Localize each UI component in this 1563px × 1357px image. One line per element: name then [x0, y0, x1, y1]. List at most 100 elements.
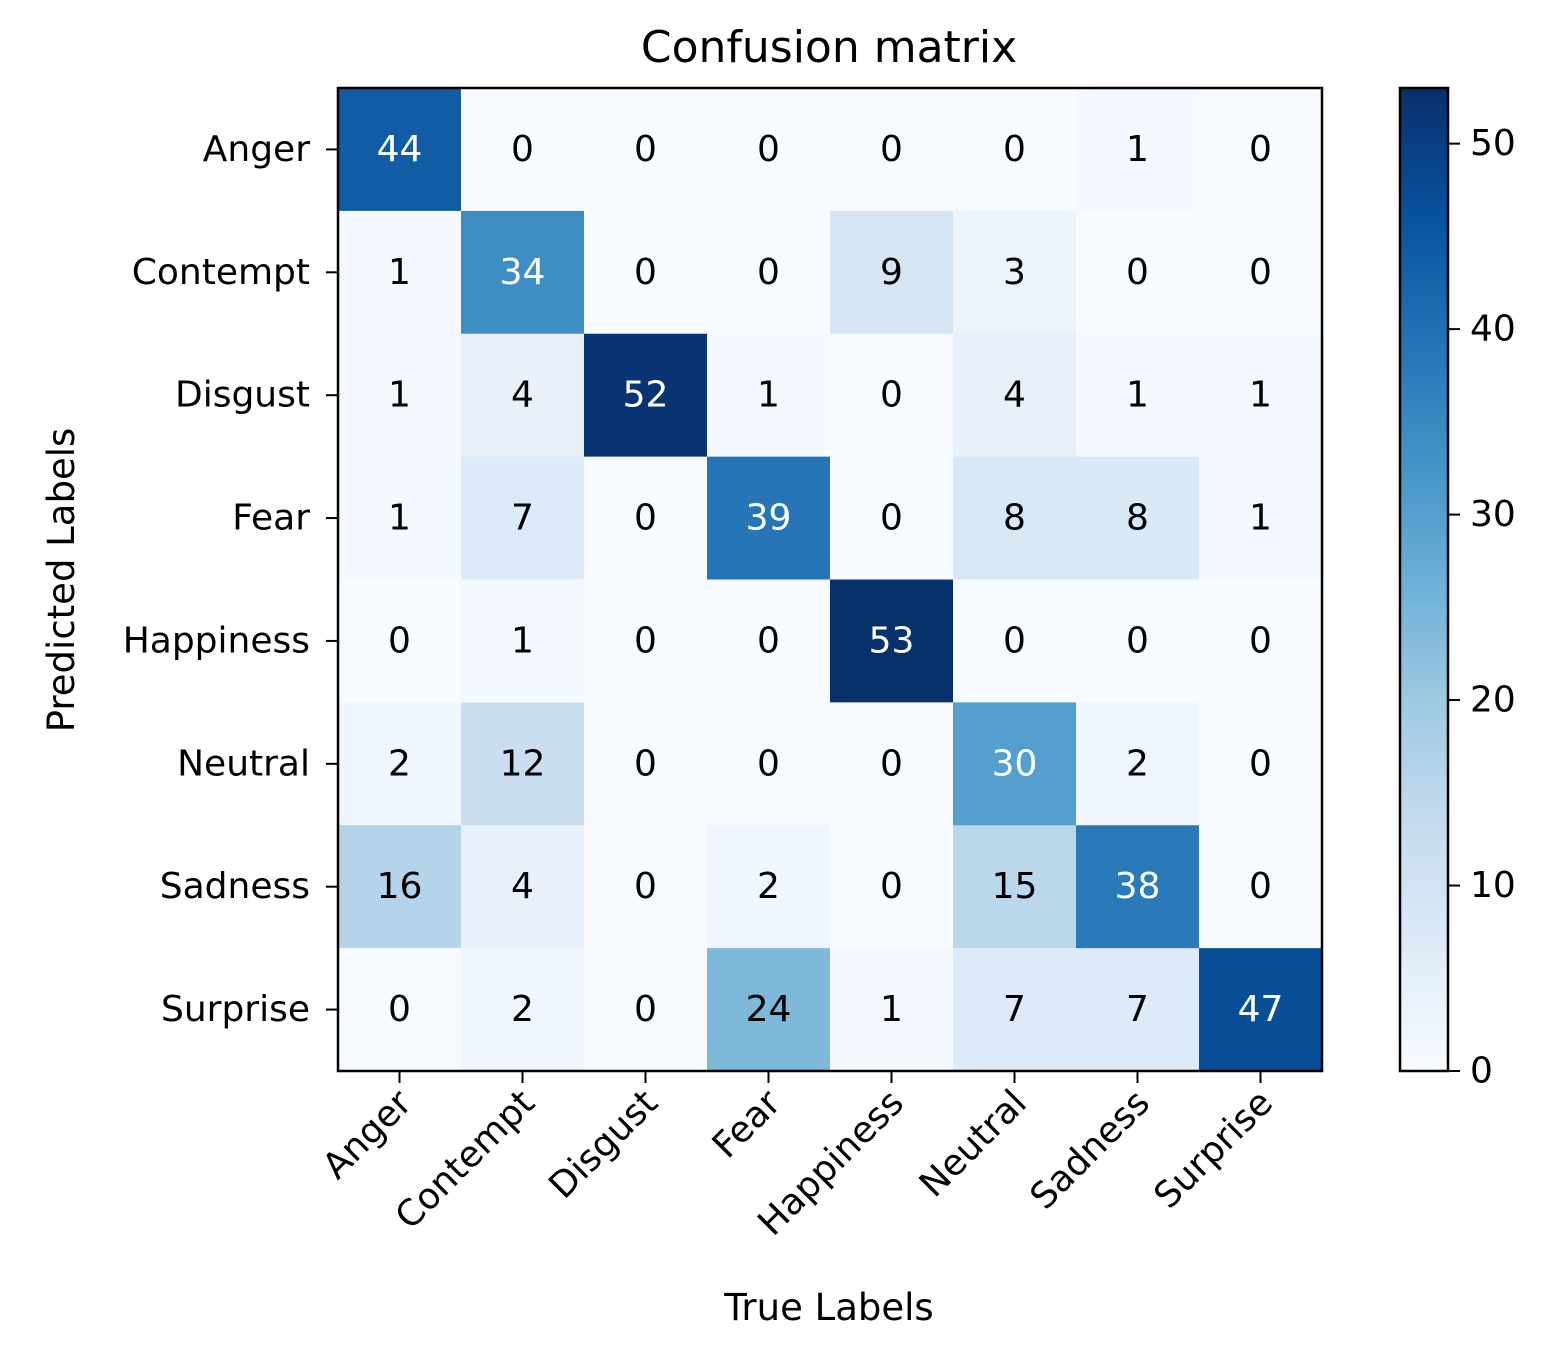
cell-value-label: 8 — [1003, 498, 1026, 539]
heatmap-cell — [1199, 333, 1323, 458]
cell-value-label: 1 — [388, 498, 411, 539]
heatmap-cell — [953, 825, 1077, 949]
cell-value-label: 1 — [1249, 498, 1272, 539]
heatmap-cell — [461, 948, 585, 1072]
heatmap-cell — [1076, 333, 1200, 458]
cell-value-label: 1 — [1126, 129, 1149, 170]
cell-value-label: 2 — [1126, 743, 1149, 784]
y-tick-label: Sadness — [160, 866, 310, 907]
cell-value-label: 0 — [880, 375, 903, 416]
x-tick-label: Neutral — [912, 1082, 1035, 1205]
cell-value-label: 0 — [1126, 620, 1149, 661]
cell-value-label: 47 — [1238, 989, 1284, 1030]
y-axis-ticks: Anger Contempt Disgust Fear Happiness Neutral… — [123, 129, 338, 1030]
cell-value-label: 24 — [746, 989, 792, 1030]
colorbar-ticks: 0 10 20 30 40 50 — [1448, 123, 1516, 1092]
cell-value-label: 2 — [388, 743, 411, 784]
heatmap-cell — [707, 210, 831, 335]
x-axis-label: True Labels — [723, 1286, 933, 1329]
heatmap-cell — [584, 579, 708, 703]
cell-value-label: 34 — [500, 252, 546, 293]
colorbar-tick-label: 20 — [1470, 680, 1516, 721]
heatmap-cell — [953, 579, 1077, 703]
cell-value-label: 3 — [1003, 252, 1026, 293]
heatmap-cell — [707, 948, 831, 1072]
heatmap-cell — [830, 333, 954, 458]
cell-value-label: 12 — [500, 743, 546, 784]
cell-value-label: 0 — [1249, 620, 1272, 661]
cell-value-label: 0 — [1126, 252, 1149, 293]
cell-value-label: 0 — [388, 620, 411, 661]
heatmap-cells: 44 0 0 0 0 0 1 01 34 0 0 9 3 0 01 4 52 1 0 4 1 11 7 0 39 0 8 8 10 1 0 0… — [338, 88, 1323, 1072]
cell-value-label: 0 — [1003, 129, 1026, 170]
heatmap-cell — [461, 579, 585, 703]
y-tick-label: Happiness — [123, 620, 310, 661]
cell-value-label: 0 — [757, 620, 780, 661]
colorbar — [1398, 86, 1450, 1073]
heatmap-cell — [461, 702, 585, 826]
cell-value-label: 8 — [1126, 498, 1149, 539]
heatmap-cell — [338, 825, 462, 949]
cell-value-label: 52 — [623, 375, 669, 416]
heatmap-cell — [1076, 579, 1200, 703]
cell-value-label: 0 — [757, 129, 780, 170]
y-tick-label: Neutral — [177, 743, 310, 784]
cell-value-label: 7 — [511, 498, 534, 539]
heatmap-cell — [707, 825, 831, 949]
cell-value-label: 1 — [388, 252, 411, 293]
heatmap-cell — [584, 948, 708, 1072]
cell-value-label: 53 — [869, 620, 915, 661]
cell-value-label: 0 — [1249, 866, 1272, 907]
heatmap-cell — [1199, 702, 1323, 826]
cell-value-label: 9 — [880, 252, 903, 293]
y-tick-label: Contempt — [132, 252, 310, 293]
heatmap-cell — [1076, 456, 1200, 581]
x-tick-label: Disgust — [541, 1082, 665, 1206]
cell-value-label: 4 — [1003, 375, 1026, 416]
heatmap-cell — [953, 333, 1077, 458]
heatmap-cell — [1076, 948, 1200, 1072]
heatmap-cell — [461, 210, 585, 335]
cell-value-label: 0 — [634, 989, 657, 1030]
heatmap-cell — [1199, 579, 1323, 703]
cell-value-label: 0 — [634, 866, 657, 907]
heatmap-cell — [1199, 825, 1323, 949]
cell-value-label: 1 — [757, 375, 780, 416]
heatmap-cell — [707, 88, 831, 212]
heatmap-cell — [953, 88, 1077, 212]
heatmap-cell — [830, 88, 954, 212]
chart-title: Confusion matrix — [641, 22, 1017, 73]
heatmap-cell — [830, 702, 954, 826]
heatmap-cell — [338, 456, 462, 581]
y-tick-label: Anger — [203, 129, 310, 170]
cell-value-label: 7 — [1126, 989, 1149, 1030]
heatmap-cell — [461, 333, 585, 458]
cell-value-label: 16 — [377, 866, 423, 907]
heatmap-cell — [338, 702, 462, 826]
cell-value-label: 4 — [511, 375, 534, 416]
cell-value-label: 4 — [511, 866, 534, 907]
cell-value-label: 1 — [1249, 375, 1272, 416]
heatmap-cell — [584, 333, 708, 458]
cell-value-label: 0 — [634, 252, 657, 293]
heatmap-cell — [338, 579, 462, 703]
cell-value-label: 0 — [757, 252, 780, 293]
cell-value-label: 0 — [1249, 743, 1272, 784]
heatmap-cell — [953, 702, 1077, 826]
cell-value-label: 0 — [1249, 252, 1272, 293]
heatmap-cell — [953, 948, 1077, 1072]
x-tick-label: Fear — [705, 1082, 789, 1166]
cell-value-label: 0 — [880, 743, 903, 784]
cell-value-label: 0 — [880, 866, 903, 907]
heatmap-cell — [707, 456, 831, 581]
y-tick-label: Disgust — [175, 375, 310, 416]
cell-value-label: 2 — [511, 989, 534, 1030]
x-tick-label: Anger — [315, 1082, 420, 1187]
heatmap-cell — [338, 948, 462, 1072]
heatmap-cell — [830, 456, 954, 581]
heatmap-cell — [830, 948, 954, 1072]
heatmap-cell — [338, 88, 462, 212]
heatmap-cell — [707, 579, 831, 703]
heatmap-cell — [830, 210, 954, 335]
